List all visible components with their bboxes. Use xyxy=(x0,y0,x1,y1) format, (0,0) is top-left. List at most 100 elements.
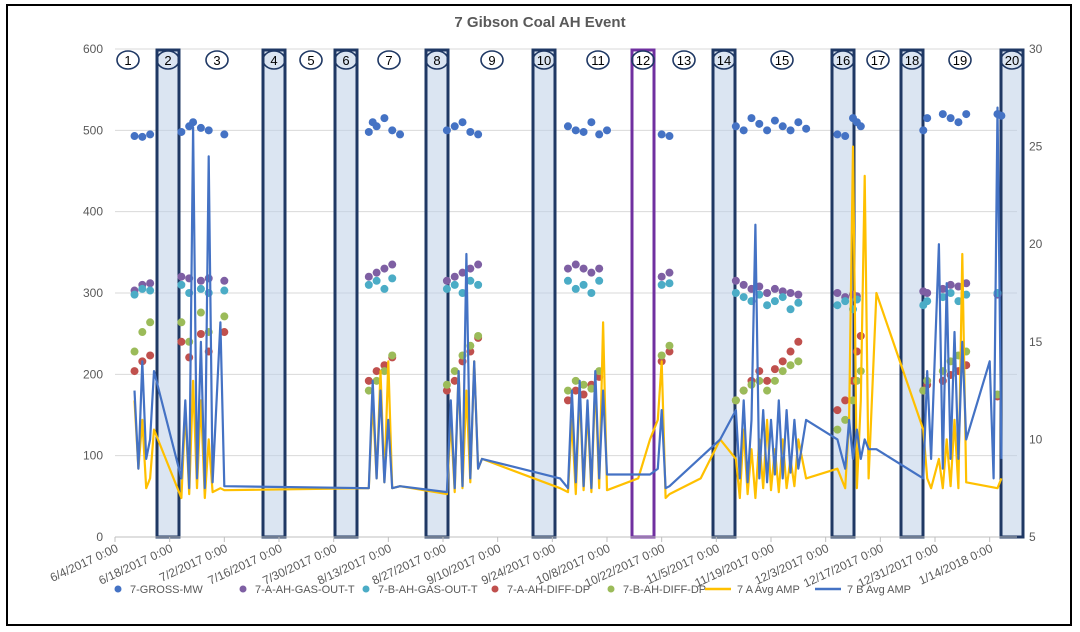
event-label-2: 2 xyxy=(164,53,171,68)
series-7-GROSS-MW xyxy=(130,110,1006,141)
point xyxy=(739,280,748,289)
point xyxy=(177,337,186,346)
point xyxy=(739,126,748,135)
point xyxy=(204,274,213,283)
legend-label: 7-A-AH-GAS-OUT-T xyxy=(255,584,355,596)
legend-label: 7 A Avg AMP xyxy=(737,584,800,596)
point xyxy=(571,376,580,385)
point xyxy=(579,280,588,289)
event-circle-2 xyxy=(156,50,180,70)
point xyxy=(841,297,850,306)
event-label-18: 18 xyxy=(905,53,919,68)
y-right-tick-label: 10 xyxy=(1029,432,1043,446)
point xyxy=(962,110,971,119)
y-right-tick-label: 25 xyxy=(1029,140,1043,154)
y-left-tick-label: 400 xyxy=(83,205,103,219)
point xyxy=(923,289,932,297)
point xyxy=(177,272,186,281)
line xyxy=(133,145,1003,500)
event-label-16: 16 xyxy=(836,53,850,68)
point xyxy=(763,386,772,395)
point xyxy=(466,276,475,285)
point xyxy=(778,357,787,366)
event-circle-6 xyxy=(334,50,358,70)
event-label-17: 17 xyxy=(871,53,885,68)
point xyxy=(657,130,666,139)
y-left-tick-label: 300 xyxy=(83,286,103,300)
point xyxy=(372,122,381,131)
point xyxy=(657,351,666,360)
event-circle-14 xyxy=(712,50,736,70)
event-label-1: 1 xyxy=(124,53,131,68)
point xyxy=(794,290,803,299)
point xyxy=(603,126,611,135)
event-label-8: 8 xyxy=(433,53,440,68)
event-circle-10 xyxy=(532,50,556,70)
point xyxy=(595,264,604,273)
event-label-6: 6 xyxy=(342,53,349,68)
point xyxy=(442,380,451,389)
line xyxy=(133,106,1003,494)
point xyxy=(372,276,381,285)
point xyxy=(794,337,803,346)
point xyxy=(204,126,213,135)
point xyxy=(364,272,373,281)
point xyxy=(731,289,740,297)
chart-title: 7 Gibson Coal AH Event xyxy=(454,14,625,31)
series-7 A Avg AMP xyxy=(133,145,1003,500)
event-circle-19 xyxy=(948,50,972,70)
event-box-10 xyxy=(531,48,557,539)
point xyxy=(450,272,459,281)
point xyxy=(458,289,467,297)
point xyxy=(177,318,186,327)
point xyxy=(196,123,205,132)
event-label-20: 20 xyxy=(1005,53,1019,68)
event-circle-18 xyxy=(900,50,924,70)
point xyxy=(130,347,139,356)
event-label-9: 9 xyxy=(488,53,495,68)
point xyxy=(938,110,947,119)
point xyxy=(962,279,971,288)
event-circle-9 xyxy=(480,50,504,70)
event-label-4: 4 xyxy=(270,53,277,68)
point xyxy=(458,118,467,127)
point xyxy=(833,130,842,139)
point xyxy=(665,341,674,350)
point xyxy=(763,289,772,297)
point xyxy=(962,290,971,299)
point xyxy=(579,264,588,273)
point xyxy=(372,268,381,277)
y-left-tick-label: 100 xyxy=(83,449,103,463)
point xyxy=(571,260,580,269)
point xyxy=(587,289,596,297)
y-left-tick-label: 0 xyxy=(96,530,103,544)
event-box-4 xyxy=(261,48,287,539)
event-label-14: 14 xyxy=(717,53,731,68)
point xyxy=(665,132,674,141)
point xyxy=(755,119,764,128)
point xyxy=(794,357,803,366)
point xyxy=(442,126,451,135)
event-circle-12 xyxy=(631,50,655,70)
point xyxy=(841,132,850,141)
point xyxy=(833,301,842,310)
event-label-12: 12 xyxy=(636,53,650,68)
point xyxy=(563,276,572,285)
point xyxy=(731,276,740,285)
point xyxy=(755,376,764,385)
y-right-tick-label: 20 xyxy=(1029,237,1043,251)
point xyxy=(856,122,865,131)
point xyxy=(388,274,397,283)
point xyxy=(587,268,596,277)
legend-label: 7-B-AH-DIFF-DP xyxy=(623,584,706,596)
event-box-20 xyxy=(999,48,1025,539)
point xyxy=(841,396,850,405)
point xyxy=(786,347,795,356)
point xyxy=(364,127,373,136)
point xyxy=(571,386,580,395)
point xyxy=(458,268,467,277)
y-left-tick-label: 200 xyxy=(83,367,103,381)
point xyxy=(946,280,955,289)
point xyxy=(146,351,155,360)
point xyxy=(923,114,932,123)
